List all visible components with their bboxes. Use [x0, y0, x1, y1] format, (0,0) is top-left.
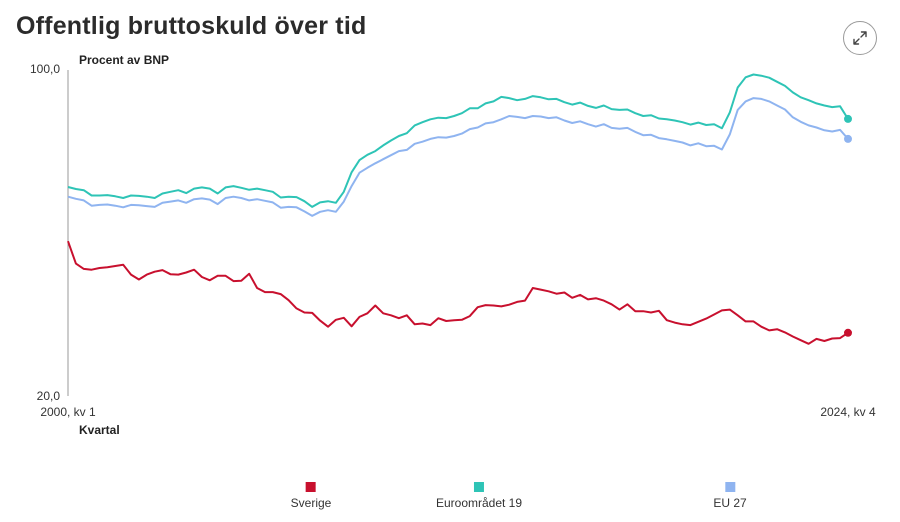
series-line-euroomradet-19[interactable] [67, 73, 849, 208]
y-tick-bottom: 20,0 [37, 389, 61, 403]
legend-item-eu-27[interactable]: EU 27 [713, 482, 747, 510]
legend-label-euroomradet-19: Euroområdet 19 [435, 496, 523, 510]
legend-item-euroomradet-19[interactable]: Euroområdet 19 [436, 482, 522, 510]
legend-item-sverige[interactable]: Sverige [290, 482, 332, 510]
y-axis-title: Procent av BNP [79, 53, 169, 67]
series-end-marker-eu-27[interactable] [844, 134, 852, 143]
series-end-marker-euroomradet-19[interactable] [844, 114, 852, 123]
x-tick-start: 2000, kv 1 [40, 405, 96, 419]
legend-swatch-euroomradet-19 [474, 482, 484, 492]
expand-button[interactable] [843, 21, 877, 55]
x-tick-end: 2024, kv 4 [820, 405, 876, 419]
series-line-sverige[interactable] [67, 240, 849, 345]
legend-swatch-eu-27 [724, 482, 735, 492]
legend-swatch-sverige [306, 482, 316, 492]
chart-title: Offentlig bruttoskuld över tid [16, 12, 367, 40]
expand-arrows-icon [853, 31, 867, 45]
y-tick-top: 100,0 [30, 62, 60, 76]
legend-label-eu-27: EU 27 [713, 496, 747, 510]
line-chart: Procent av BNP 100,0 20,0 2000, kv 1 202… [30, 53, 876, 437]
x-axis-title: Kvartal [79, 423, 120, 437]
series-end-marker-sverige[interactable] [844, 328, 852, 337]
legend: Sverige Euroområdet 19 EU 27 [0, 482, 900, 522]
legend-label-sverige: Sverige [290, 496, 332, 510]
series-line-eu-27[interactable] [67, 97, 849, 217]
